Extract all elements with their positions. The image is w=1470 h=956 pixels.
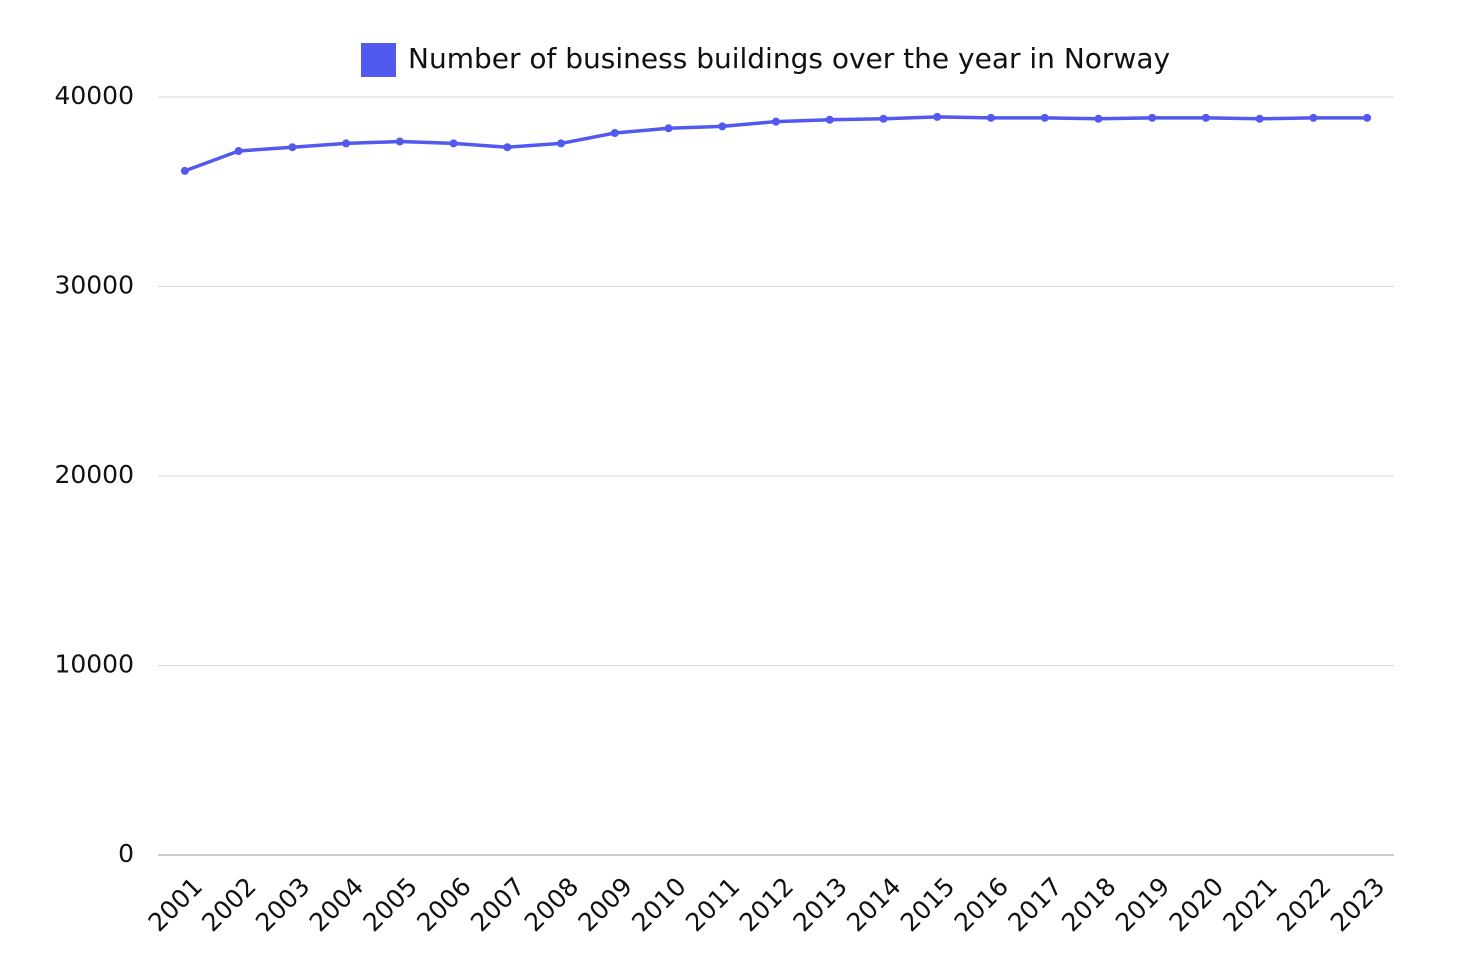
point — [395, 137, 404, 146]
x-tick-label: 2019 — [1110, 872, 1175, 937]
legend-swatch — [361, 43, 396, 77]
x-tick-label: 2018 — [1056, 872, 1121, 937]
x-tick-label: 2015 — [895, 872, 960, 937]
y-tick-label: 20000 — [54, 460, 134, 489]
x-tick-label: 2004 — [304, 872, 369, 937]
x-tick-label: 2022 — [1271, 872, 1336, 937]
point — [1094, 114, 1103, 123]
x-tick-label: 2013 — [787, 872, 852, 937]
x-tick-label: 2003 — [250, 872, 315, 937]
x-tick-label: 2021 — [1217, 872, 1282, 937]
point — [718, 122, 727, 131]
point — [180, 166, 189, 175]
x-tick-label: 2008 — [519, 872, 584, 937]
point — [449, 139, 458, 148]
y-tick-label: 10000 — [54, 650, 134, 679]
point — [1363, 113, 1372, 122]
y-tick-label: 0 — [118, 839, 134, 868]
x-tick-label: 2007 — [465, 872, 530, 937]
x-tick-label: 2020 — [1164, 872, 1229, 937]
point — [664, 124, 673, 133]
y-tick-label: 40000 — [54, 81, 134, 110]
point — [879, 114, 888, 123]
x-tick-label: 2005 — [358, 872, 423, 937]
point — [1148, 113, 1157, 122]
x-tick-label: 2016 — [949, 872, 1014, 937]
x-tick-label: 2006 — [411, 872, 476, 937]
x-tick-label: 2002 — [196, 872, 261, 937]
point — [1309, 113, 1318, 122]
point — [503, 143, 512, 152]
point — [1201, 113, 1210, 122]
point — [933, 112, 942, 121]
x-tick-label: 2017 — [1002, 872, 1067, 937]
x-tick-label: 2012 — [734, 872, 799, 937]
x-tick-label: 2011 — [680, 872, 745, 937]
point — [1255, 114, 1264, 123]
point — [986, 113, 995, 122]
point — [1040, 113, 1049, 122]
point — [772, 117, 780, 126]
y-tick-label: 30000 — [54, 271, 134, 300]
point — [342, 139, 351, 148]
point — [610, 129, 619, 138]
point — [557, 139, 566, 148]
x-tick-label: 2014 — [841, 872, 906, 937]
point — [234, 147, 243, 156]
legend-label: Number of business buildings over the ye… — [408, 42, 1170, 75]
x-tick-label: 2023 — [1325, 872, 1390, 937]
point — [825, 115, 834, 124]
x-tick-label: 2009 — [572, 872, 637, 937]
x-tick-label: 2001 — [143, 872, 208, 937]
x-tick-label: 2010 — [626, 872, 691, 937]
point — [288, 143, 297, 152]
